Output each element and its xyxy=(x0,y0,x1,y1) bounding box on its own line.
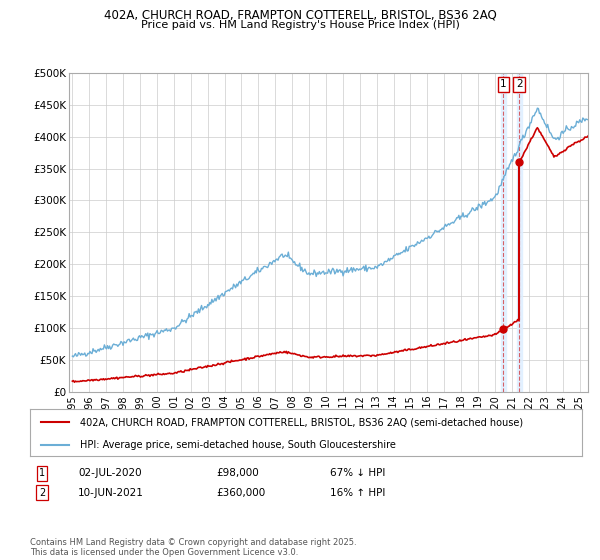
Text: 2: 2 xyxy=(39,488,45,498)
Text: £360,000: £360,000 xyxy=(216,488,265,498)
Text: 1: 1 xyxy=(39,468,45,478)
Text: 10-JUN-2021: 10-JUN-2021 xyxy=(78,488,144,498)
Text: 402A, CHURCH ROAD, FRAMPTON COTTERELL, BRISTOL, BS36 2AQ (semi-detached house): 402A, CHURCH ROAD, FRAMPTON COTTERELL, B… xyxy=(80,417,523,427)
Bar xyxy=(501,73,506,392)
Text: 1: 1 xyxy=(500,79,507,89)
Text: 16% ↑ HPI: 16% ↑ HPI xyxy=(330,488,385,498)
Text: 67% ↓ HPI: 67% ↓ HPI xyxy=(330,468,385,478)
Bar xyxy=(517,73,522,392)
Text: Contains HM Land Registry data © Crown copyright and database right 2025.
This d: Contains HM Land Registry data © Crown c… xyxy=(30,538,356,557)
Text: 2: 2 xyxy=(516,79,523,89)
Text: Price paid vs. HM Land Registry's House Price Index (HPI): Price paid vs. HM Land Registry's House … xyxy=(140,20,460,30)
Text: 02-JUL-2020: 02-JUL-2020 xyxy=(78,468,142,478)
Text: £98,000: £98,000 xyxy=(216,468,259,478)
Text: HPI: Average price, semi-detached house, South Gloucestershire: HPI: Average price, semi-detached house,… xyxy=(80,440,395,450)
Text: 402A, CHURCH ROAD, FRAMPTON COTTERELL, BRISTOL, BS36 2AQ: 402A, CHURCH ROAD, FRAMPTON COTTERELL, B… xyxy=(104,8,496,21)
